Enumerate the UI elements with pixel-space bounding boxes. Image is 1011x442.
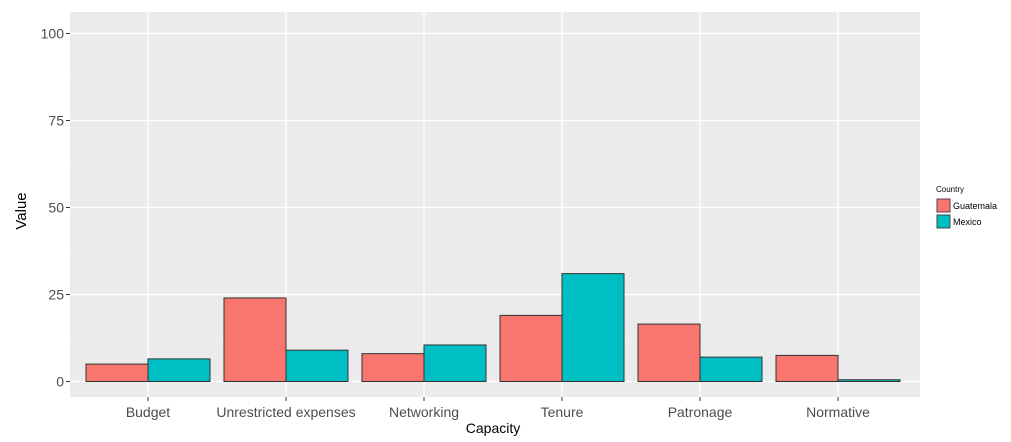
bar-guatemala-2: [361, 353, 425, 383]
legend-key-mexico: [936, 214, 951, 229]
legend-key-guatemala: [936, 198, 951, 213]
bar-guatemala-0: [85, 363, 149, 383]
x-axis-title: Capacity: [466, 420, 520, 436]
bar-guatemala-1: [223, 297, 287, 383]
x-tick-label: Unrestricted expenses: [216, 404, 355, 420]
bar-mexico-3: [561, 273, 625, 382]
y-tick-label: 75: [48, 113, 64, 129]
y-tick-label: 25: [48, 287, 64, 303]
x-tick-label: Networking: [389, 404, 459, 420]
bar-guatemala-4: [637, 323, 701, 382]
x-axis: Budget Unrestricted expenses Networking Ten…: [126, 397, 870, 420]
bar-mexico-2: [423, 344, 487, 382]
legend-label: Mexico: [953, 217, 982, 227]
y-axis-title: Value: [13, 192, 30, 229]
x-tick-label: Patronage: [668, 404, 733, 420]
legend-label: Guatemala: [953, 201, 997, 211]
bar-guatemala-3: [499, 314, 563, 383]
bar-guatemala-5: [775, 354, 839, 382]
bars: [85, 273, 901, 383]
x-tick-label: Tenure: [541, 404, 584, 420]
legend: Country Guatemala Mexico: [936, 185, 997, 229]
y-tick-label: 50: [48, 200, 64, 216]
y-axis: 0 25 50 75 100: [41, 26, 70, 390]
legend-title: Country: [936, 185, 964, 194]
bar-mexico-5: [837, 379, 901, 383]
y-tick-label: 0: [56, 374, 64, 390]
plot-panel: [70, 12, 920, 397]
bar-mexico-0: [147, 358, 211, 383]
x-tick-label: Normative: [806, 404, 870, 420]
bar-mexico-1: [285, 349, 349, 382]
x-tick-label: Budget: [126, 404, 170, 420]
bar-mexico-4: [699, 356, 763, 383]
y-tick-label: 100: [41, 26, 65, 42]
